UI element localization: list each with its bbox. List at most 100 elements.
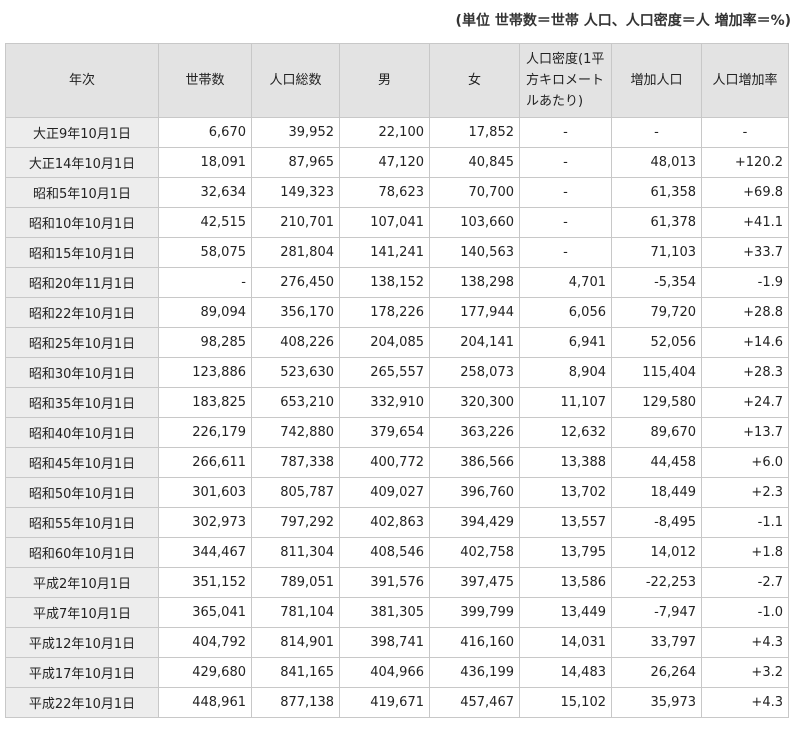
unit-note: (単位 世帯数＝世帯 人口、人口密度＝人 増加率＝%) bbox=[455, 13, 791, 29]
cell-growth-rate: +4.3 bbox=[701, 687, 789, 718]
header-row: 年次 世帯数 人口総数 男 女 人口密度(1平方キロメートルあたり) 増加人口 … bbox=[5, 43, 789, 118]
cell-female: 320,300 bbox=[429, 387, 520, 418]
header-total-population: 人口総数 bbox=[251, 43, 340, 118]
cell-female: 204,141 bbox=[429, 327, 520, 358]
cell-growth-rate: +13.7 bbox=[701, 417, 789, 448]
cell-year: 平成22年10月1日 bbox=[5, 687, 159, 718]
table-row: 昭和20年11月1日 -276,450 138,152 138,298 4,701 -5,… bbox=[5, 267, 789, 298]
cell-male: 379,654 bbox=[339, 417, 430, 448]
table-row: 平成17年10月1日 429,680 841,165 404,966 436,199 14… bbox=[5, 657, 789, 688]
cell-male: 138,152 bbox=[339, 267, 430, 298]
table-row: 平成12年10月1日 404,792 814,901 398,741 416,160 14… bbox=[5, 627, 789, 658]
cell-female: 40,845 bbox=[429, 147, 520, 178]
cell-male: 178,226 bbox=[339, 297, 430, 328]
cell-male: 47,120 bbox=[339, 147, 430, 178]
cell-population-density: 13,388 bbox=[519, 447, 612, 478]
cell-population-density: 14,483 bbox=[519, 657, 612, 688]
table-header: 年次 世帯数 人口総数 男 女 人口密度(1平方キロメートルあたり) 増加人口 … bbox=[5, 43, 789, 118]
cell-total-population: 877,138 bbox=[251, 687, 340, 718]
cell-growth-rate: +69.8 bbox=[701, 177, 789, 208]
cell-male: 398,741 bbox=[339, 627, 430, 658]
cell-female: 386,566 bbox=[429, 447, 520, 478]
table-row: 昭和15年10月1日 58,075 281,804 141,241 140,563-71… bbox=[5, 237, 789, 268]
cell-male: 332,910 bbox=[339, 387, 430, 418]
cell-year: 平成17年10月1日 bbox=[5, 657, 159, 688]
cell-female: 17,852 bbox=[429, 117, 520, 148]
table-row: 昭和25年10月1日 98,285 408,226 204,085 204,141 6,9… bbox=[5, 327, 789, 358]
table-row: 昭和40年10月1日 226,179 742,880 379,654 363,226 12… bbox=[5, 417, 789, 448]
cell-total-population: 39,952 bbox=[251, 117, 340, 148]
cell-total-population: 210,701 bbox=[251, 207, 340, 238]
cell-year: 昭和10年10月1日 bbox=[5, 207, 159, 238]
cell-households: 89,094 bbox=[158, 297, 252, 328]
cell-growth-rate: +120.2 bbox=[701, 147, 789, 178]
table-row: 昭和22年10月1日 89,094 356,170 178,226 177,944 6,0… bbox=[5, 297, 789, 328]
cell-households: 6,670 bbox=[158, 117, 252, 148]
cell-year: 大正9年10月1日 bbox=[5, 117, 159, 148]
table-body: 大正9年10月1日 6,670 39,952 22,100 17,852- - - 大正14年… bbox=[5, 117, 789, 718]
cell-households: 365,041 bbox=[158, 597, 252, 628]
cell-female: 363,226 bbox=[429, 417, 520, 448]
header-growth-rate: 人口増加率 bbox=[701, 43, 789, 118]
cell-year: 平成7年10月1日 bbox=[5, 597, 159, 628]
cell-total-population: 653,210 bbox=[251, 387, 340, 418]
cell-population-density: 13,795 bbox=[519, 537, 612, 568]
cell-population-increase: 129,580 bbox=[611, 387, 702, 418]
cell-population-increase: 89,670 bbox=[611, 417, 702, 448]
cell-population-increase: -22,253 bbox=[611, 567, 702, 598]
cell-population-density: 8,904 bbox=[519, 357, 612, 388]
cell-year: 大正14年10月1日 bbox=[5, 147, 159, 178]
cell-year: 昭和40年10月1日 bbox=[5, 417, 159, 448]
cell-population-increase: 61,378 bbox=[611, 207, 702, 238]
cell-female: 394,429 bbox=[429, 507, 520, 538]
cell-population-density: - bbox=[519, 177, 612, 208]
cell-female: 399,799 bbox=[429, 597, 520, 628]
cell-households: 98,285 bbox=[158, 327, 252, 358]
cell-population-increase: 35,973 bbox=[611, 687, 702, 718]
cell-total-population: 149,323 bbox=[251, 177, 340, 208]
cell-growth-rate: +2.3 bbox=[701, 477, 789, 508]
cell-year: 昭和55年10月1日 bbox=[5, 507, 159, 538]
cell-female: 258,073 bbox=[429, 357, 520, 388]
cell-total-population: 408,226 bbox=[251, 327, 340, 358]
cell-population-increase: 44,458 bbox=[611, 447, 702, 478]
cell-population-density: 12,632 bbox=[519, 417, 612, 448]
table-row: 平成7年10月1日 365,041 781,104 381,305 399,799 13,… bbox=[5, 597, 789, 628]
cell-female: 436,199 bbox=[429, 657, 520, 688]
cell-households: - bbox=[158, 267, 252, 298]
cell-growth-rate: +33.7 bbox=[701, 237, 789, 268]
cell-year: 昭和5年10月1日 bbox=[5, 177, 159, 208]
cell-male: 141,241 bbox=[339, 237, 430, 268]
table-row: 平成2年10月1日 351,152 789,051 391,576 397,475 13,… bbox=[5, 567, 789, 598]
cell-male: 409,027 bbox=[339, 477, 430, 508]
cell-population-increase: - bbox=[611, 117, 702, 148]
cell-population-increase: 48,013 bbox=[611, 147, 702, 178]
cell-households: 404,792 bbox=[158, 627, 252, 658]
table-row: 大正14年10月1日 18,091 87,965 47,120 40,845-48,01… bbox=[5, 147, 789, 178]
cell-year: 平成2年10月1日 bbox=[5, 567, 159, 598]
cell-population-increase: 71,103 bbox=[611, 237, 702, 268]
cell-year: 平成12年10月1日 bbox=[5, 627, 159, 658]
cell-year: 昭和15年10月1日 bbox=[5, 237, 159, 268]
cell-total-population: 797,292 bbox=[251, 507, 340, 538]
cell-year: 昭和22年10月1日 bbox=[5, 297, 159, 328]
cell-year: 昭和25年10月1日 bbox=[5, 327, 159, 358]
cell-total-population: 523,630 bbox=[251, 357, 340, 388]
cell-growth-rate: +28.3 bbox=[701, 357, 789, 388]
cell-households: 429,680 bbox=[158, 657, 252, 688]
cell-female: 457,467 bbox=[429, 687, 520, 718]
cell-households: 123,886 bbox=[158, 357, 252, 388]
cell-population-increase: -7,947 bbox=[611, 597, 702, 628]
table-row: 昭和30年10月1日 123,886 523,630 265,557 258,073 8,… bbox=[5, 357, 789, 388]
cell-growth-rate: +6.0 bbox=[701, 447, 789, 478]
cell-total-population: 841,165 bbox=[251, 657, 340, 688]
cell-households: 301,603 bbox=[158, 477, 252, 508]
cell-total-population: 781,104 bbox=[251, 597, 340, 628]
cell-households: 183,825 bbox=[158, 387, 252, 418]
cell-growth-rate: -1.1 bbox=[701, 507, 789, 538]
cell-male: 78,623 bbox=[339, 177, 430, 208]
table-row: 昭和35年10月1日 183,825 653,210 332,910 320,300 11… bbox=[5, 387, 789, 418]
cell-population-increase: 52,056 bbox=[611, 327, 702, 358]
table-row: 昭和45年10月1日 266,611 787,338 400,772 386,566 13… bbox=[5, 447, 789, 478]
cell-female: 70,700 bbox=[429, 177, 520, 208]
